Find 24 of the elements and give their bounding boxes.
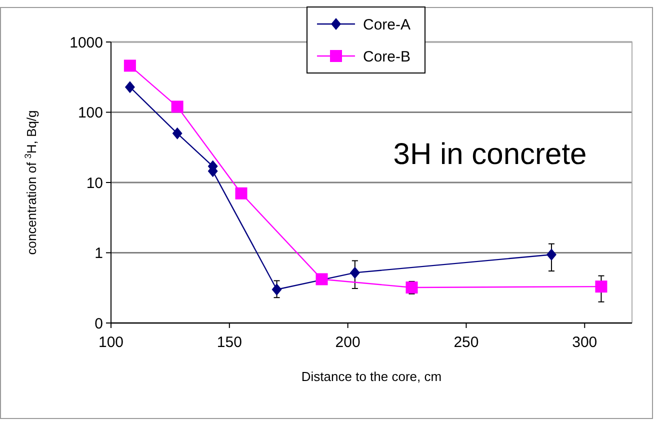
y-tick-label: 1000 xyxy=(70,34,103,52)
point xyxy=(124,60,136,72)
y-tick-label: 1 xyxy=(94,245,103,262)
x-axis-title: Distance to the core, cm xyxy=(301,369,442,384)
y-tick-label: 100 xyxy=(78,104,103,122)
point xyxy=(406,282,418,294)
point xyxy=(595,280,608,293)
x-tick-label: 250 xyxy=(454,334,479,351)
annotation: 3H in concrete xyxy=(393,138,587,171)
x-tick-label: 200 xyxy=(335,334,360,351)
legend-label: Core-A xyxy=(363,16,411,34)
point xyxy=(171,100,184,113)
point xyxy=(316,273,328,286)
point xyxy=(546,248,556,261)
point xyxy=(235,187,248,200)
x-tick-label: 150 xyxy=(216,334,242,351)
point xyxy=(350,266,360,279)
point xyxy=(124,81,135,94)
y-tick-label: 0 xyxy=(94,315,103,332)
y-tick-label: 10 xyxy=(86,174,103,192)
point xyxy=(172,127,182,140)
x-tick-label: 300 xyxy=(572,334,598,351)
legend-label: Core-B xyxy=(363,48,411,66)
point xyxy=(272,283,282,296)
